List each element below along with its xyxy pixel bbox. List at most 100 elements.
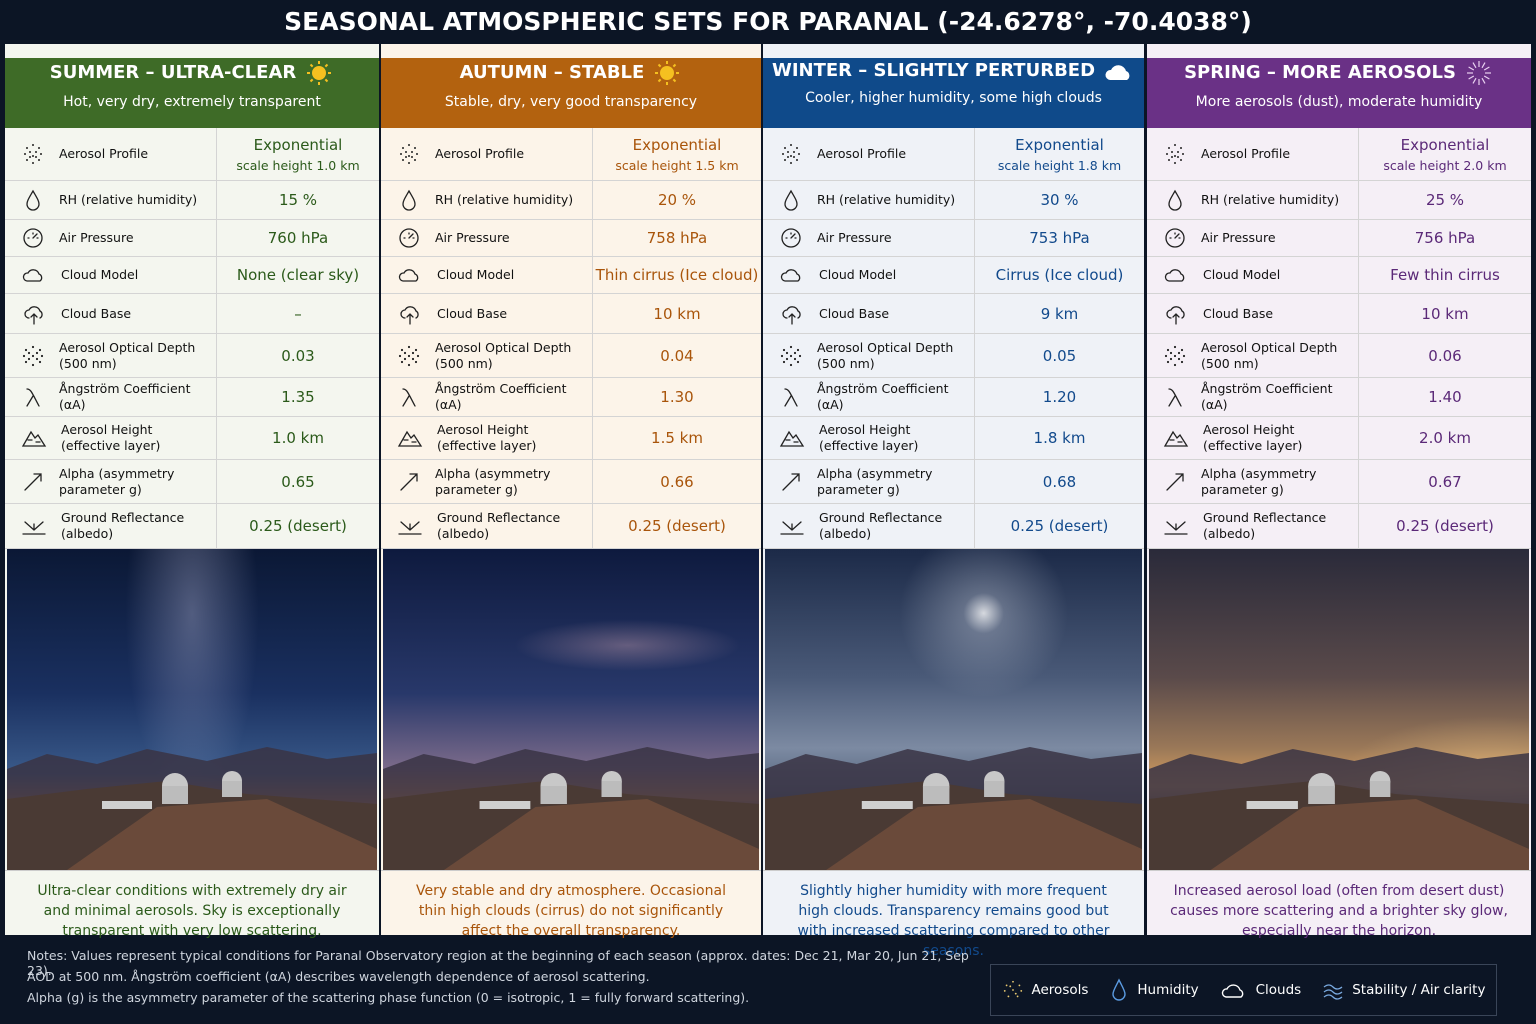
row-label: Ångström Coefficient (αA): [435, 381, 567, 412]
season-description: Ultra-clear conditions with extremely dr…: [5, 870, 379, 969]
season-icon: [1464, 58, 1494, 88]
row-label: Alpha (asymmetry parameter g): [435, 465, 551, 497]
table-row: Ångström Coefficient (αA) 1.30: [381, 378, 761, 417]
row-value: 758 hPa: [646, 229, 708, 247]
table-row: Aerosol Optical Depth (500 nm) 0.04: [381, 334, 761, 378]
table-row: Ground Reflectance (albedo) 0.25 (desert): [1147, 504, 1531, 549]
row-icon: [763, 226, 817, 250]
table-row: Cloud Model Thin cirrus (Ice cloud): [381, 257, 761, 294]
row-icon: [381, 142, 435, 166]
row-value: 25 %: [1425, 191, 1465, 209]
value-cell: 0.04: [593, 347, 761, 365]
row-icon: [5, 426, 61, 450]
row-label-cell: Aerosol Height (effective layer): [763, 417, 975, 459]
season-title: SPRING – MORE AEROSOLS: [1147, 58, 1531, 88]
row-label: RH (relative humidity): [817, 192, 956, 207]
row-label-cell: RH (relative humidity): [5, 181, 217, 219]
value-cell: Exponential scale height 1.8 km: [975, 136, 1144, 173]
value-cell: 1.0 km: [217, 429, 379, 447]
legend-icon: [1002, 979, 1024, 1001]
row-value: 1.5 km: [651, 429, 703, 447]
value-cell: 0.25 (desert): [975, 517, 1144, 535]
row-label-cell: Ångström Coefficient (αA): [381, 378, 593, 416]
row-value: Thin cirrus (Ice cloud): [595, 266, 759, 284]
row-icon: [763, 426, 819, 450]
row-value: 0.25 (desert): [628, 517, 726, 535]
landscape: [765, 549, 1142, 870]
row-label: Cloud Base: [437, 305, 508, 321]
value-cell: 0.03: [217, 347, 379, 365]
season-description: Very stable and dry atmosphere. Occasion…: [381, 870, 761, 969]
row-label-cell: Aerosol Height (effective layer): [381, 417, 593, 459]
row-icon: [5, 385, 59, 409]
legend-label: Aerosols: [1031, 982, 1089, 998]
row-value: Cirrus (Ice cloud): [995, 266, 1124, 284]
table-row: Air Pressure 760 hPa: [5, 220, 379, 257]
row-label-cell: Alpha (asymmetry parameter g): [763, 460, 975, 503]
row-value: Few thin cirrus: [1390, 266, 1500, 284]
sky-photo: [383, 549, 759, 870]
row-label: Aerosol Profile: [435, 146, 525, 161]
table-row: Cloud Model None (clear sky): [5, 257, 379, 294]
row-label: Aerosol Height (effective layer): [61, 422, 161, 453]
row-value: 0.06: [1428, 346, 1462, 365]
row-label-cell: Air Pressure: [1147, 220, 1359, 256]
table-row: Ångström Coefficient (αA) 1.40: [1147, 378, 1531, 417]
row-label-cell: Alpha (asymmetry parameter g): [5, 460, 217, 503]
row-label: Aerosol Height (effective layer): [437, 422, 537, 453]
row-label: Cloud Model: [1203, 267, 1281, 282]
value-cell: 1.30: [593, 388, 761, 406]
row-icon: [763, 470, 817, 494]
row-value: Exponential: [1015, 135, 1104, 154]
table-row: Alpha (asymmetry parameter g) 0.66: [381, 460, 761, 504]
legend-label: Stability / Air clarity: [1352, 982, 1486, 998]
season-description: Slightly higher humidity with more frequ…: [763, 870, 1144, 969]
row-label: Aerosol Height (effective layer): [819, 422, 919, 453]
row-note: scale height 1.5 km: [615, 157, 739, 173]
value-cell: 2.0 km: [1359, 429, 1531, 447]
season-column: SUMMER – ULTRA-CLEAR Hot, very dry, extre…: [5, 44, 379, 939]
row-label-cell: Aerosol Profile: [381, 128, 593, 180]
row-value: None (clear sky): [236, 266, 360, 284]
row-value: 0.68: [1042, 472, 1077, 491]
table-row: Cloud Base 10 km: [381, 294, 761, 334]
value-cell: 20 %: [593, 191, 761, 209]
row-label-cell: Aerosol Height (effective layer): [1147, 417, 1359, 459]
row-value: –: [294, 304, 302, 323]
row-label: Aerosol Optical Depth (500 nm): [59, 339, 196, 371]
row-label: Cloud Model: [437, 267, 515, 282]
season-column: SPRING – MORE AEROSOLS More aerosols (dus…: [1147, 44, 1531, 939]
row-icon: [1147, 344, 1201, 368]
row-icon: [763, 302, 819, 326]
row-label-cell: Aerosol Optical Depth (500 nm): [381, 334, 593, 377]
value-cell: 0.25 (desert): [217, 517, 379, 535]
season-title: SUMMER – ULTRA-CLEAR: [5, 58, 379, 88]
row-label-cell: Aerosol Profile: [5, 128, 217, 180]
row-label: Aerosol Optical Depth (500 nm): [435, 339, 572, 371]
row-icon: [381, 188, 435, 212]
row-icon: [5, 226, 59, 250]
value-cell: 30 %: [975, 191, 1144, 209]
row-icon: [763, 188, 817, 212]
row-icon: [381, 302, 437, 326]
season-subtitle: Stable, dry, very good transparency: [444, 94, 698, 110]
row-label-cell: Ångström Coefficient (αA): [763, 378, 975, 416]
table-row: Air Pressure 756 hPa: [1147, 220, 1531, 257]
row-label: Cloud Model: [819, 267, 897, 282]
table-row: RH (relative humidity) 20 %: [381, 181, 761, 220]
row-label-cell: Ångström Coefficient (αA): [5, 378, 217, 416]
table-row: Cloud Base –: [5, 294, 379, 334]
row-label-cell: Ground Reflectance (albedo): [763, 504, 975, 548]
row-icon: [1147, 188, 1201, 212]
row-icon: [381, 385, 435, 409]
row-icon: [381, 344, 435, 368]
row-label-cell: Aerosol Optical Depth (500 nm): [5, 334, 217, 377]
row-icon: [5, 344, 59, 368]
sky-photo: [765, 549, 1142, 870]
table-row: Alpha (asymmetry parameter g) 0.67: [1147, 460, 1531, 504]
season-subtitle: More aerosols (dust), moderate humidity: [1195, 94, 1483, 110]
legend: Aerosols Humidity Clouds Stability / Air cl…: [990, 964, 1497, 1016]
row-icon: [1147, 263, 1203, 287]
row-note: scale height 2.0 km: [1383, 157, 1507, 173]
